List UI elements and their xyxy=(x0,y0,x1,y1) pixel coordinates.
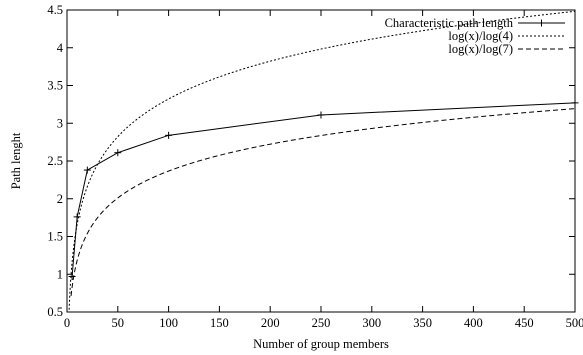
axis-ticks xyxy=(66,9,576,313)
legend: Characteristic path lengthlog(x)/log(4)l… xyxy=(385,16,565,56)
y-tick-label: 4.5 xyxy=(47,3,63,17)
x-tick-label: 450 xyxy=(515,316,534,330)
y-tick-label: 2.5 xyxy=(47,154,63,168)
y-tick-label: 1 xyxy=(57,267,63,281)
data-point-marker xyxy=(83,166,91,174)
data-point-marker xyxy=(571,99,579,107)
y-tick-label: 4 xyxy=(57,41,64,55)
axis-tick-labels: 0 50 100 150 200 250 300 350 400 450 500 0.5 1 1.5 2 2.… xyxy=(47,3,583,330)
series-lines xyxy=(68,10,575,312)
legend-label-2: log(x)/log(7) xyxy=(448,42,513,56)
legend-label-0: Characteristic path length xyxy=(385,16,514,30)
x-tick-label: 350 xyxy=(413,316,432,330)
x-tick-label: 500 xyxy=(566,316,583,330)
legend-label-1: log(x)/log(4) xyxy=(448,29,513,43)
x-tick-label: 150 xyxy=(210,316,229,330)
y-tick-label: 0.5 xyxy=(47,305,63,319)
y-tick-label: 2 xyxy=(57,192,63,206)
data-point-marker xyxy=(73,213,81,221)
x-tick-label: 400 xyxy=(464,316,483,330)
data-point-marker xyxy=(114,149,122,157)
y-tick-label: 3 xyxy=(57,116,63,130)
x-axis-title: Number of group members xyxy=(253,337,389,351)
series-line-2 xyxy=(70,108,575,297)
data-point-marker xyxy=(68,273,76,281)
series-line-0 xyxy=(71,102,575,277)
y-tick-label: 1.5 xyxy=(47,230,63,244)
x-tick-label: 100 xyxy=(159,316,178,330)
data-point-marker xyxy=(165,131,173,139)
data-point-marker xyxy=(317,111,325,119)
series-markers xyxy=(68,99,579,281)
x-tick-label: 200 xyxy=(261,316,280,330)
x-tick-label: 0 xyxy=(64,316,70,330)
x-tick-label: 250 xyxy=(312,316,331,330)
y-tick-label: 3.5 xyxy=(47,79,63,93)
series-line-1 xyxy=(68,10,575,312)
x-tick-label: 50 xyxy=(112,316,125,330)
x-tick-label: 300 xyxy=(362,316,381,330)
y-axis-title: Path lenght xyxy=(9,132,23,189)
